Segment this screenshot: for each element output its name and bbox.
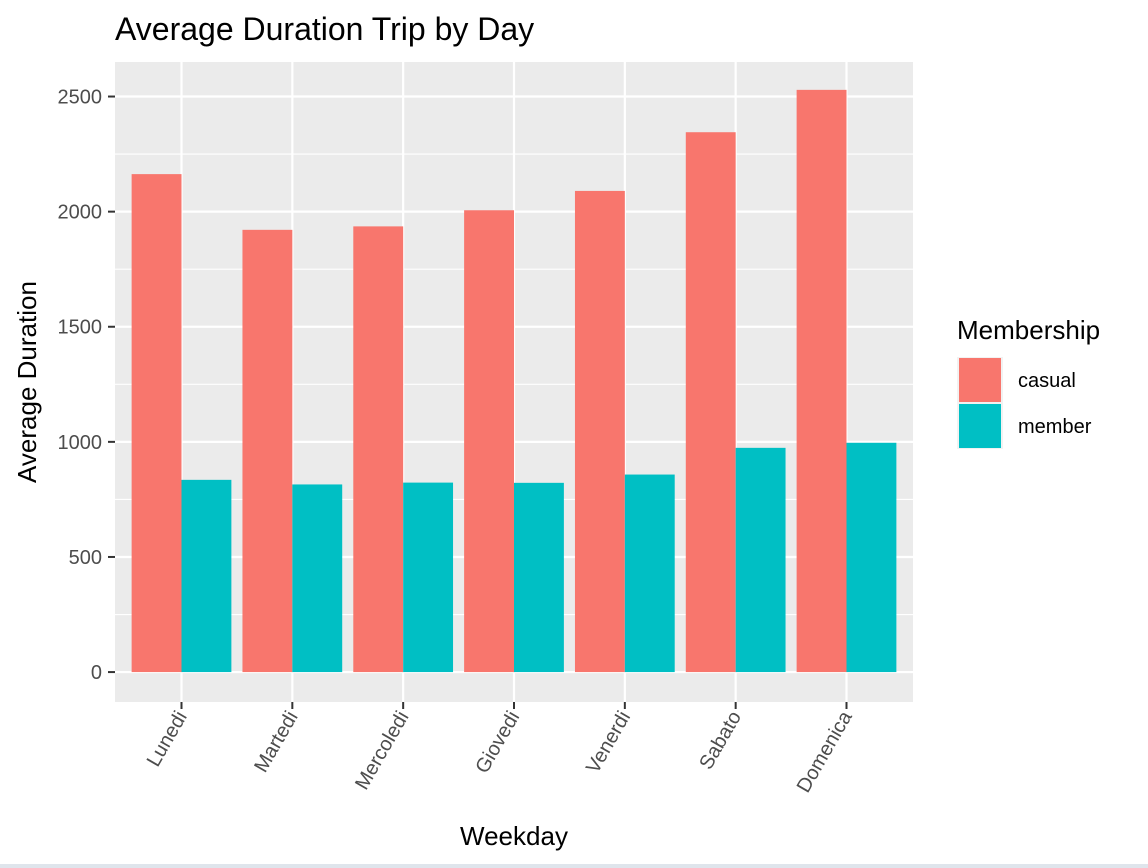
bars bbox=[131, 89, 897, 673]
x-tick-label: Lunedi bbox=[143, 708, 192, 771]
bar-member-sabato bbox=[735, 447, 786, 673]
bar-casual-mercoledi bbox=[353, 226, 404, 673]
bar-casual-martedi bbox=[242, 229, 293, 673]
bar-member-giovedi bbox=[514, 482, 564, 673]
legend-label-member: member bbox=[1018, 416, 1092, 438]
bar-member-martedi bbox=[292, 484, 343, 673]
y-tick-label: 500 bbox=[69, 547, 102, 569]
bar-casual-sabato bbox=[685, 132, 736, 673]
legend-swatch-casual bbox=[959, 358, 1001, 402]
x-tick-label: Mercoledi bbox=[351, 708, 413, 794]
bar-casual-venerdi bbox=[574, 190, 625, 673]
legend-label-casual: casual bbox=[1018, 370, 1076, 392]
y-tick-label: 0 bbox=[91, 662, 102, 684]
x-tick-label: Giovedi bbox=[471, 708, 524, 778]
x-tick-label: Sabato bbox=[695, 708, 746, 774]
bar-member-domenica bbox=[846, 442, 897, 673]
y-axis: 0 500 1000 1500 2000 2500 bbox=[58, 87, 115, 684]
bar-casual-lunedi bbox=[131, 174, 182, 673]
y-tick-label: 2500 bbox=[58, 87, 103, 109]
x-axis: Lunedi Martedi Mercoledi Giovedi Venerdi Saba… bbox=[143, 702, 858, 797]
bar-casual-giovedi bbox=[464, 210, 514, 673]
legend-swatch-member bbox=[959, 404, 1001, 448]
y-axis-label: Average Duration bbox=[12, 281, 42, 483]
x-tick-label: Venerdi bbox=[582, 708, 635, 778]
x-axis-label: Weekday bbox=[460, 821, 568, 851]
bar-member-venerdi bbox=[624, 474, 675, 673]
x-tick-label: Martedi bbox=[250, 708, 302, 777]
chart-title: Average Duration Trip by Day bbox=[115, 11, 534, 47]
bar-member-lunedi bbox=[181, 479, 232, 673]
bottom-rule bbox=[0, 864, 1148, 868]
y-tick-label: 1000 bbox=[58, 432, 103, 454]
x-tick-label: Domenica bbox=[793, 707, 858, 797]
y-tick-label: 1500 bbox=[58, 317, 103, 339]
legend-title: Membership bbox=[957, 315, 1100, 345]
legend: Membership casual member bbox=[957, 315, 1100, 449]
bar-member-mercoledi bbox=[403, 482, 454, 673]
y-tick-label: 2000 bbox=[58, 202, 103, 224]
bar-casual-domenica bbox=[796, 89, 847, 673]
